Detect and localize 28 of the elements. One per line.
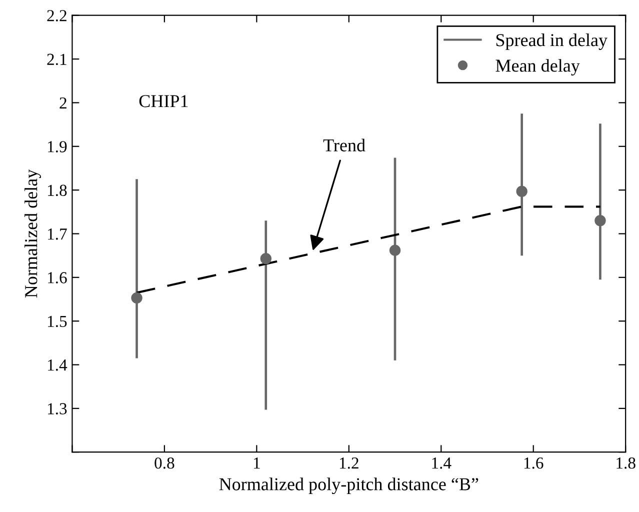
y-tick-label: 1.3: [48, 403, 67, 414]
x-tick-label: 1.6: [524, 457, 544, 469]
x-tick-label: 1.4: [432, 458, 452, 469]
x-tick-label: 1.8: [616, 457, 636, 469]
point: [131, 292, 142, 304]
x-tick-label: 0.8: [154, 457, 174, 469]
y-tick-label: 2: [60, 97, 66, 108]
y-tick-label: 1.5: [48, 316, 67, 328]
point: [516, 186, 528, 197]
annotation: CHIP1: [139, 95, 188, 108]
y-tick-label: 1.8: [48, 184, 67, 196]
y-tick-label: 1.7: [48, 228, 67, 240]
bar: [264, 220, 268, 410]
y-axis-title: Normalized delay: [24, 169, 41, 298]
point: [594, 215, 606, 226]
y-tick-label: 1.4: [48, 360, 68, 371]
x-tick-label: 1.2: [340, 457, 358, 469]
legend-label: Mean delay: [496, 59, 580, 76]
y-tick-label: 2.2: [47, 10, 66, 22]
point: [260, 253, 272, 264]
legend-label: Spread in delay: [496, 34, 608, 50]
point: [389, 244, 401, 256]
y-tick-label: 1.9: [48, 141, 67, 152]
annotation: Trend: [323, 138, 366, 152]
x-axis-title: Normalized poly-pitch distance “B”: [219, 478, 478, 494]
x-tick-label: 1: [254, 458, 260, 469]
y-tick-label: 2.1: [47, 54, 66, 66]
y-tick-label: 1.6: [48, 272, 67, 284]
